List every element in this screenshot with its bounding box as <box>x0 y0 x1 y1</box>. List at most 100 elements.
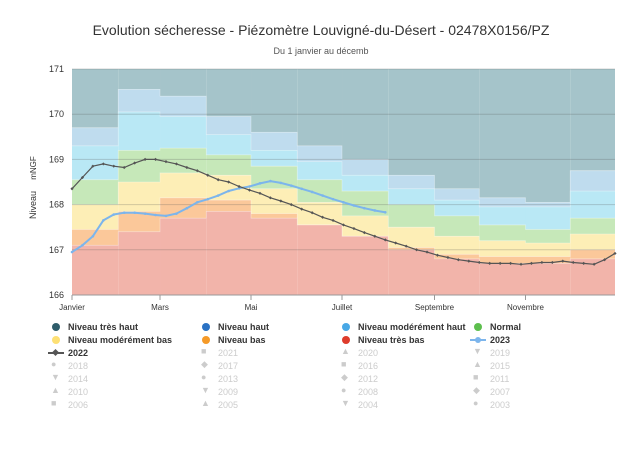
point-2023 <box>143 212 147 215</box>
band-niveau-mod-r-ment-bas-9 <box>434 236 480 255</box>
legend-label: 2003 <box>490 399 511 410</box>
band-niveau-bas-9 <box>434 254 480 259</box>
point-2022 <box>80 175 85 180</box>
legend-label: Normal <box>490 321 522 332</box>
legend-item-niveau-tr-s-bas[interactable]: Niveau très bas <box>338 333 425 346</box>
legend-item-2020[interactable]: ▲ 2020 <box>338 346 378 359</box>
legend-dot-icon <box>198 322 214 332</box>
legend-item-2011[interactable]: ■ 2011 <box>470 372 509 385</box>
band-niveau-mod-r-ment-haut-12 <box>570 191 615 219</box>
point-2023 <box>70 250 74 254</box>
legend-item-2004[interactable]: ▼ 2004 <box>338 398 378 411</box>
point-2023 <box>342 201 345 204</box>
point-2022 <box>237 184 241 189</box>
legend-item-niveau-bas[interactable]: Niveau bas <box>198 333 266 346</box>
legend-label: 2012 <box>358 373 379 384</box>
legend-label: 2008 <box>358 386 379 397</box>
legend-item-2012[interactable]: ◆ 2012 <box>338 372 378 385</box>
legend-item-2019[interactable]: ▼ 2019 <box>470 346 510 359</box>
legend-item-2016[interactable]: ■ 2016 <box>338 359 378 372</box>
legend-item-2014[interactable]: ▼ 2014 <box>48 372 88 385</box>
x-tick-label: Mars <box>151 303 169 312</box>
legend-item-2003[interactable]: ● 2003 <box>470 398 510 411</box>
legend-dot-icon <box>48 322 64 332</box>
legend-marker-icon: ■ <box>51 397 57 408</box>
point-2022 <box>289 203 293 207</box>
legend-item-2022[interactable]: 2022 <box>48 346 88 359</box>
band-niveau-tr-s-bas-3 <box>160 218 207 295</box>
legend-item-normal[interactable]: Normal <box>470 320 521 333</box>
point-2022 <box>174 162 179 166</box>
band-niveau-haut-6 <box>297 145 343 162</box>
point-2023 <box>248 185 251 188</box>
point-2022 <box>268 196 273 200</box>
band-niveau-tr-s-bas-2 <box>118 231 161 295</box>
legend-item-2008[interactable]: ● 2008 <box>338 385 378 398</box>
point-2023 <box>227 189 230 193</box>
legend-item-2015[interactable]: ▲ 2015 <box>470 359 510 372</box>
legend-item-2009[interactable]: ▼ 2009 <box>198 385 238 398</box>
legend-item-niveau-tr-s-haut[interactable]: Niveau très haut <box>48 320 138 333</box>
point-2023 <box>196 201 199 204</box>
point-2023 <box>154 213 157 217</box>
band-niveau-mod-r-ment-haut-7 <box>342 175 389 192</box>
legend-marker-icon: ■ <box>201 345 207 356</box>
band-niveau-haut-3 <box>160 96 207 117</box>
point-2022 <box>561 259 565 263</box>
legend-item-2006[interactable]: ■ 2006 <box>48 398 88 411</box>
point-2022 <box>164 160 168 164</box>
legend-label: 2019 <box>490 347 511 358</box>
legend-item-niveau-haut[interactable]: Niveau haut <box>198 320 269 333</box>
band-niveau-haut-8 <box>388 175 435 189</box>
band-niveau-mod-r-ment-haut-5 <box>251 150 298 167</box>
point-2022 <box>101 162 105 166</box>
point-2022 <box>216 178 220 182</box>
legend-item-2018[interactable]: ● 2018 <box>48 359 88 372</box>
legend-item-2023[interactable]: 2023 <box>470 333 510 346</box>
chart-subtitle: Du 1 janvier au décemb <box>273 46 368 56</box>
point-2023 <box>383 210 387 214</box>
band-niveau-haut-1 <box>72 127 119 146</box>
y-tick-label: 168 <box>49 200 64 210</box>
legend-item-2013[interactable]: ● 2013 <box>198 372 238 385</box>
band-normal-6 <box>297 179 343 203</box>
point-2022 <box>133 161 137 165</box>
band-niveau-tr-s-haut-12 <box>570 69 615 171</box>
legend-marker-icon: ■ <box>341 358 347 369</box>
legend-marker-icon: ◆ <box>201 358 208 369</box>
point-2022 <box>310 211 314 215</box>
band-niveau-tr-s-bas-10 <box>479 263 526 295</box>
point-2023 <box>300 187 304 191</box>
legend-dot-icon <box>48 335 64 345</box>
legend-item-2005[interactable]: ▲ 2005 <box>198 398 238 411</box>
band-niveau-tr-s-bas-4 <box>206 211 252 295</box>
point-2022 <box>321 215 325 219</box>
point-2022 <box>425 250 429 254</box>
point-2023 <box>289 184 293 187</box>
legend-marker-icon: ▼ <box>473 345 482 356</box>
legend-item-2021[interactable]: ■ 2021 <box>198 346 238 359</box>
band-niveau-haut-12 <box>570 170 615 192</box>
point-2022 <box>529 261 534 265</box>
point-2023 <box>373 209 377 212</box>
point-2023 <box>352 204 356 207</box>
band-niveau-tr-s-haut-1 <box>72 69 119 128</box>
band-niveau-tr-s-bas-12 <box>570 258 615 295</box>
band-niveau-mod-r-ment-bas-7 <box>342 215 389 237</box>
legend-item-2010[interactable]: ▲ 2010 <box>48 385 88 398</box>
legend-label: 2013 <box>218 373 239 384</box>
legend-item-2007[interactable]: ◆ 2007 <box>470 385 510 398</box>
legend-item-2017[interactable]: ◆ 2017 <box>198 359 238 372</box>
band-niveau-tr-s-haut-9 <box>434 69 480 189</box>
y-tick-label: 169 <box>49 154 64 164</box>
legend-label: 2018 <box>68 360 89 371</box>
point-2022 <box>550 260 554 265</box>
band-niveau-mod-r-ment-bas-10 <box>479 240 526 257</box>
band-niveau-mod-r-ment-bas-12 <box>570 233 615 250</box>
legend-item-niveau-mod-r-ment-haut[interactable]: Niveau modérément haut <box>338 320 466 333</box>
legend-item-niveau-mod-r-ment-bas[interactable]: Niveau modérément bas <box>48 333 172 346</box>
point-2023 <box>122 211 126 215</box>
band-niveau-mod-r-ment-haut-8 <box>388 188 435 205</box>
legend-marker-icon: ● <box>473 397 479 408</box>
legend-label: 2004 <box>358 399 379 410</box>
